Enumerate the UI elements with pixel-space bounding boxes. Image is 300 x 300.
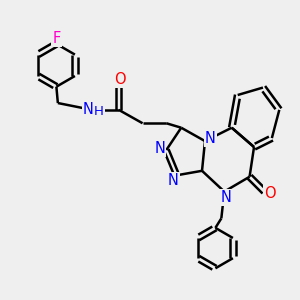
Text: N: N (154, 141, 165, 156)
Text: N: N (83, 102, 94, 117)
Text: F: F (52, 31, 61, 46)
Text: H: H (94, 105, 103, 118)
Text: N: N (168, 173, 178, 188)
Text: N: N (220, 190, 231, 205)
Text: N: N (205, 130, 216, 146)
Text: O: O (265, 186, 276, 201)
Text: O: O (115, 72, 126, 87)
